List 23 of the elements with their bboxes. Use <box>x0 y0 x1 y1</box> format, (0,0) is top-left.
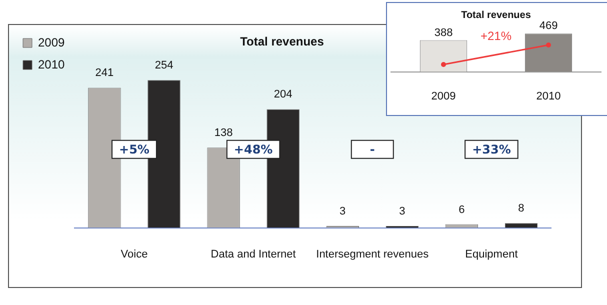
data-label: 6 <box>458 204 465 216</box>
chart-title: Total revenues <box>461 10 532 21</box>
data-label: 3 <box>340 206 346 218</box>
data-label: 3 <box>399 206 406 218</box>
x-tick-label: Voice <box>120 248 148 260</box>
annotation: +5% <box>119 142 150 156</box>
data-label: 388 <box>434 26 453 39</box>
data-label: 8 <box>518 202 524 215</box>
data-label: 204 <box>274 88 292 101</box>
x-tick-label: Equipment <box>465 248 518 260</box>
data-label: 241 <box>95 67 114 80</box>
x-tick-label: Intersegment revenues <box>316 248 430 260</box>
annotation: +33% <box>472 142 511 156</box>
legend-label: 2009 <box>38 35 66 50</box>
annotation: +48% <box>234 142 273 156</box>
legend-label: 2010 <box>38 57 66 72</box>
chart-title: Total revenues <box>240 34 324 49</box>
data-label: 469 <box>539 20 558 32</box>
data-label: 254 <box>154 60 174 72</box>
x-tick-label: Data and Internet <box>210 248 296 260</box>
data-label: 138 <box>214 127 233 140</box>
annotation: - <box>370 142 375 156</box>
annotation: +21% <box>480 28 512 43</box>
